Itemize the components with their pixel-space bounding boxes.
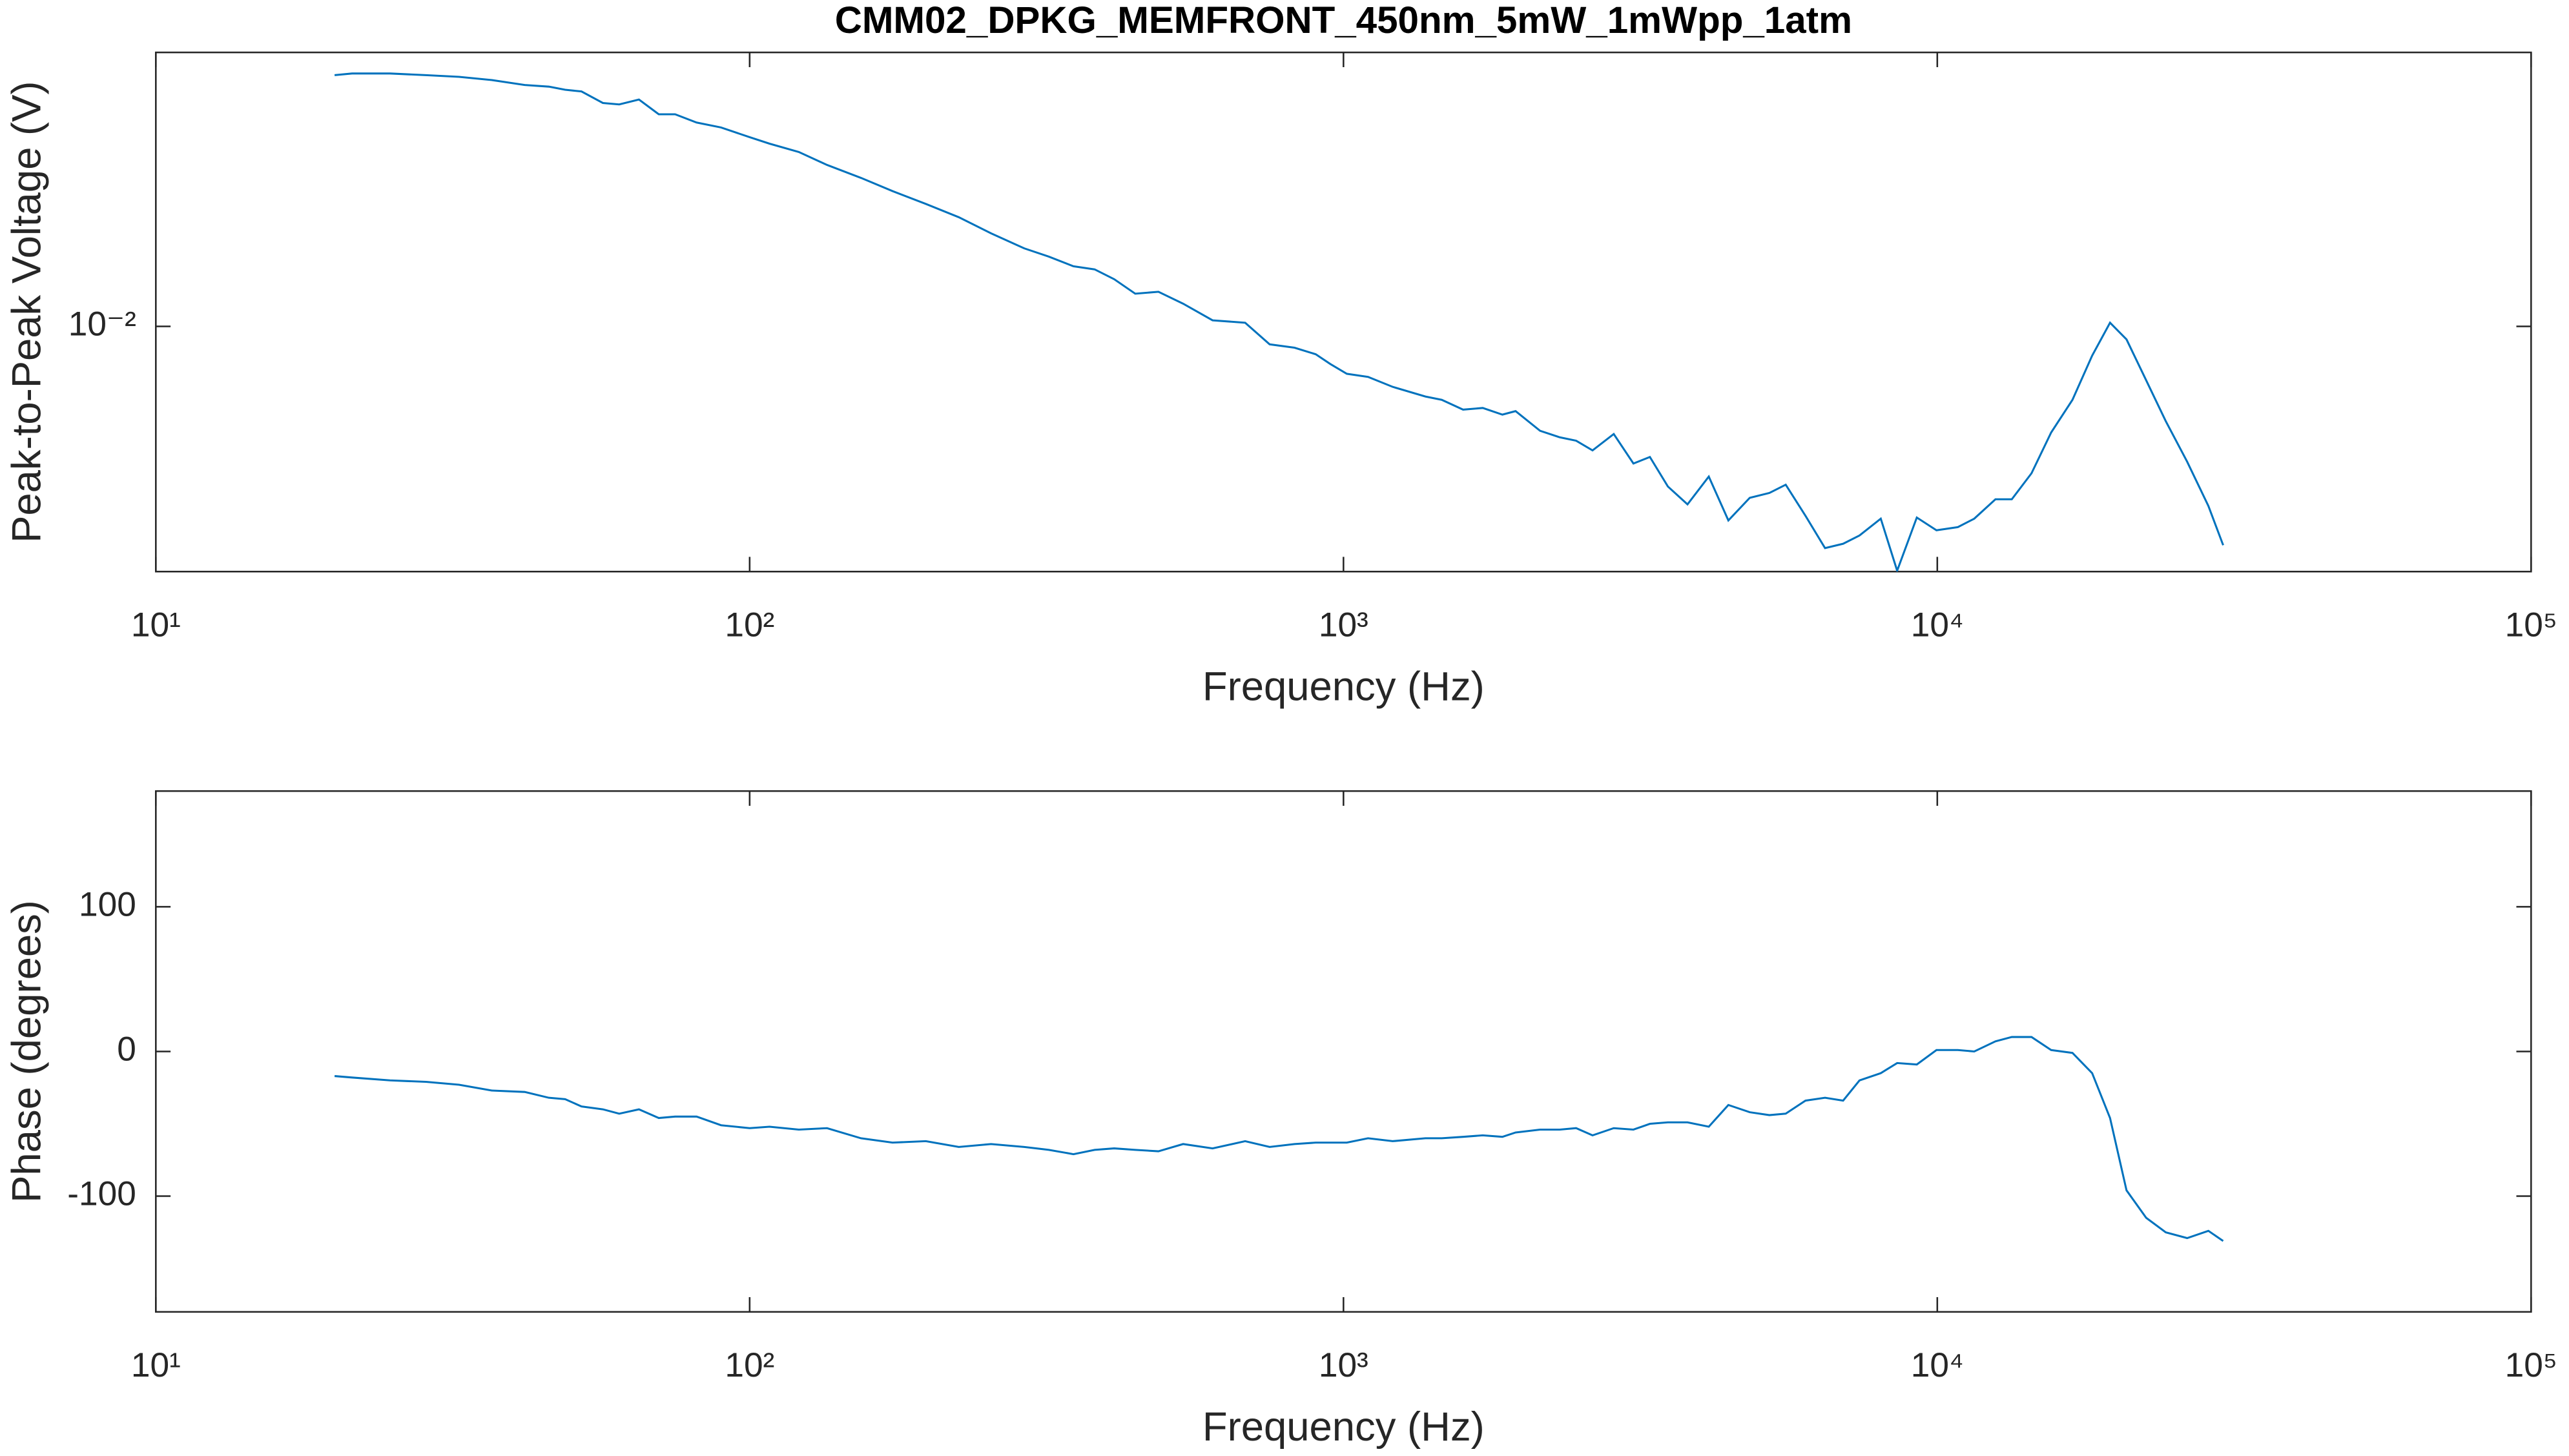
x-tick-label: 10⁵	[2505, 606, 2557, 644]
y-axis-label: Phase (degrees)	[5, 900, 50, 1203]
x-axis-label: Frequency (Hz)	[1202, 1404, 1485, 1450]
x-tick-label: 10⁴	[1911, 606, 1964, 644]
data-line	[334, 1036, 2224, 1242]
x-axis-label: Frequency (Hz)	[1202, 664, 1485, 710]
x-tick-label: 10⁵	[2505, 1346, 2557, 1384]
y-tick-label: 10⁻²	[68, 305, 136, 343]
data-line	[334, 72, 2224, 572]
x-tick-label: 10³	[1319, 606, 1368, 644]
axes-box	[155, 790, 2532, 1313]
y-tick-label: -100	[67, 1175, 136, 1213]
x-tick-label: 10⁴	[1911, 1346, 1964, 1384]
axes-box	[155, 51, 2532, 573]
y-axis-label: Peak-to-Peak Voltage (V)	[5, 81, 50, 542]
y-tick-label: 100	[79, 885, 136, 923]
x-tick-label: 10²	[725, 1346, 774, 1384]
x-tick-label: 10¹	[131, 1346, 181, 1384]
x-tick-label: 10³	[1319, 1346, 1368, 1384]
y-tick-label: 0	[117, 1030, 136, 1069]
x-tick-label: 10¹	[131, 606, 181, 644]
x-tick-label: 10²	[725, 606, 774, 644]
chart-title: CMM02_DPKG_MEMFRONT_450nm_5mW_1mWpp_1atm	[835, 0, 1852, 41]
